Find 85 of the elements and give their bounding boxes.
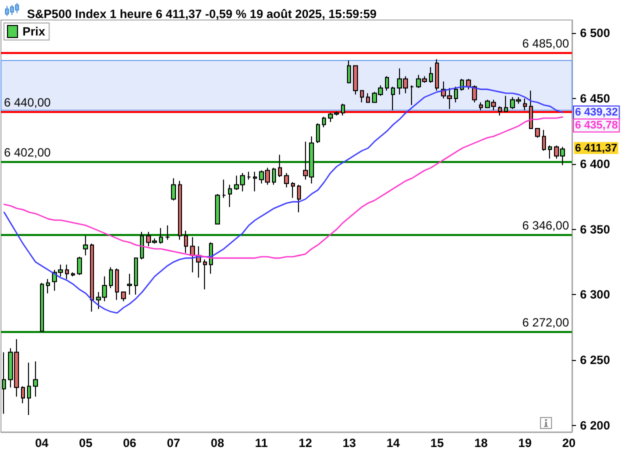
y-tick-label: 6 200 [580, 418, 610, 432]
candlestick [535, 128, 540, 138]
candlestick [109, 266, 113, 289]
candlestick [542, 129, 546, 152]
x-tick-label: 15 [430, 436, 444, 450]
data-label: 6 439,32 [575, 106, 618, 118]
candlestick [498, 106, 502, 116]
x-tick-label: 14 [386, 436, 400, 450]
candlestick [21, 386, 25, 404]
chart-title: S&P500 Index 1 heure 6 411,37 -0,59 % 19 août 2025, 15:59:59 [27, 7, 377, 21]
candlestick [316, 122, 320, 144]
candlestick [297, 184, 301, 213]
candlestick [523, 98, 527, 111]
candlestick [83, 235, 88, 256]
candlestick [115, 268, 119, 300]
candlestick [284, 172, 289, 188]
candlestick [184, 230, 188, 254]
candlestick [548, 145, 552, 160]
candlestick [2, 352, 6, 414]
y-tick-label: 6 300 [580, 288, 610, 302]
candlestick [178, 180, 182, 240]
x-tick-label: 11 [255, 436, 268, 450]
candlestick [127, 273, 132, 296]
candlestick [203, 258, 207, 290]
candlestick [353, 65, 358, 96]
y-tick-label: 6 450 [580, 91, 610, 106]
candlestick [272, 167, 276, 186]
x-tick-label: 12 [298, 436, 312, 450]
candlestick [121, 292, 126, 302]
candlestick [347, 60, 351, 84]
candlestick [171, 178, 176, 201]
candlestick [65, 264, 69, 280]
x-tick-label: 05 [79, 436, 93, 450]
candlestick [360, 90, 364, 103]
candlestick [215, 193, 220, 225]
y-tick-label: 6 500 [580, 26, 610, 40]
candlestick [33, 360, 38, 398]
ref-line-label: 6 485,00 [522, 36, 570, 51]
candlestick [410, 84, 414, 106]
candlestick [391, 86, 395, 111]
candlestick [504, 95, 508, 112]
ref-line-label: 6 440,00 [4, 96, 52, 110]
candlestick [46, 278, 50, 294]
candlestick [209, 242, 213, 274]
x-tick-label: 07 [166, 436, 181, 450]
x-tick-label: 19 [518, 436, 532, 450]
candlestick [140, 231, 144, 260]
candlestick [278, 154, 282, 178]
candlestick [429, 66, 433, 84]
candlestick [454, 86, 458, 103]
candlestick [253, 171, 257, 192]
y-tick-label: 6 400 [580, 156, 610, 171]
candlestick [190, 236, 195, 273]
x-tick-label: 06 [122, 436, 137, 450]
candlestick [385, 76, 389, 92]
y-tick-label: 6 250 [580, 353, 610, 368]
candlestick [291, 182, 295, 198]
candlestick [40, 282, 44, 332]
candlestick [247, 171, 251, 180]
candlestick [529, 90, 533, 130]
x-tick-label: 20 [562, 436, 576, 450]
candlestick [90, 243, 94, 312]
ref-line-label: 6 272,00 [522, 315, 570, 330]
y-tick-label: 6 350 [580, 222, 610, 236]
legend-label: Prix [22, 24, 46, 38]
candlestick [165, 224, 170, 240]
data-label: 6 435,78 [575, 119, 618, 132]
text: 6 411,37 [575, 142, 618, 154]
x-tick-label: 04 [35, 436, 49, 450]
candlestick [228, 184, 232, 208]
candlestick [77, 256, 82, 276]
candlestick [134, 258, 138, 296]
candlestick [159, 227, 163, 244]
candlestick [479, 102, 483, 111]
x-tick-label: 08 [210, 436, 224, 450]
ref-line-label: 6 402,00 [4, 145, 52, 160]
x-tick-label: 13 [342, 436, 356, 450]
ref-line-label: 6 346,00 [522, 218, 570, 232]
candlestick [27, 362, 31, 416]
candlestick [435, 58, 439, 92]
candlestick [341, 103, 345, 116]
candlestick [222, 179, 226, 198]
candlestick [366, 92, 370, 103]
candlestick [322, 116, 326, 128]
x-tick-label: 18 [474, 436, 488, 450]
